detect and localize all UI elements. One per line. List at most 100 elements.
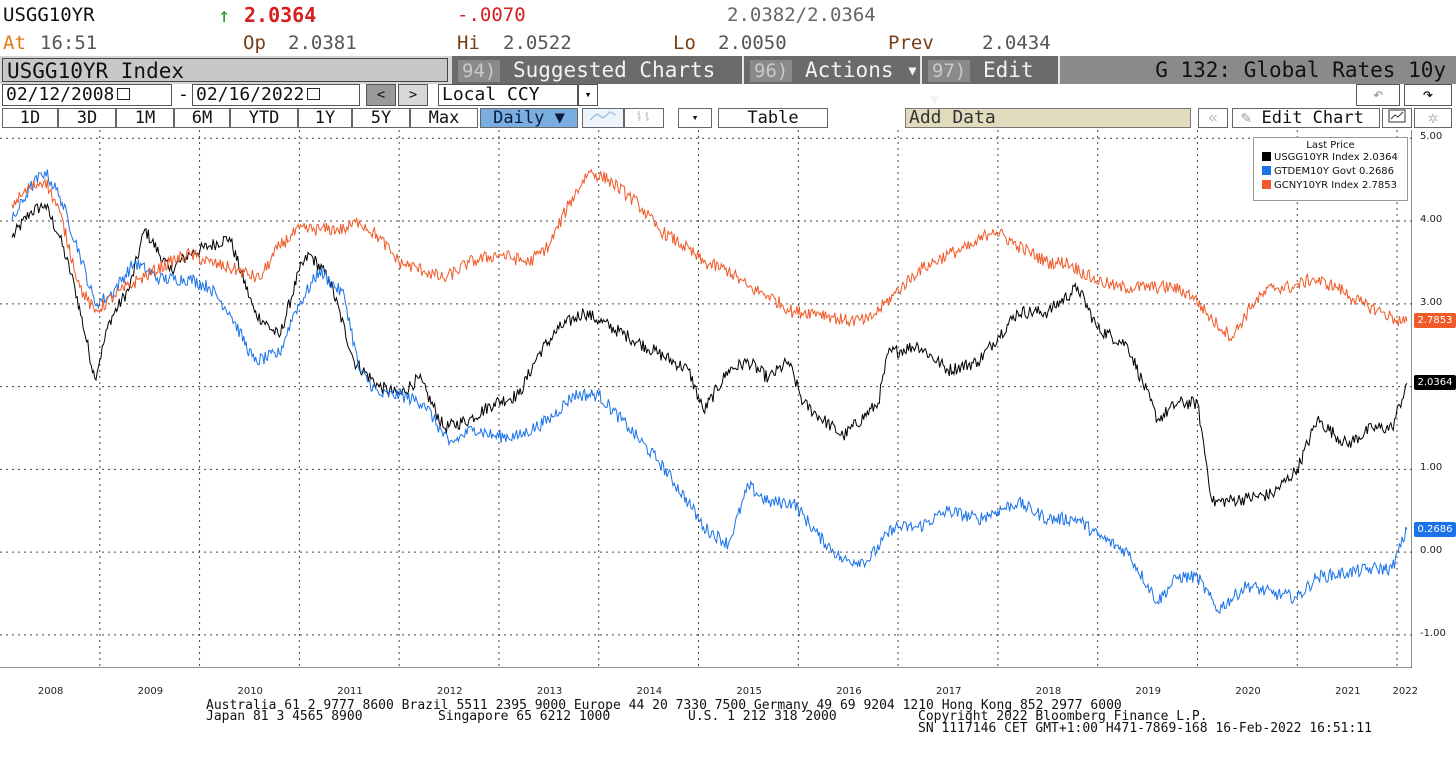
period-max[interactable]: Max	[410, 108, 478, 128]
chevron-down-icon[interactable]: ▾	[578, 84, 598, 106]
open-label: Op	[243, 32, 266, 54]
series-last-badge-us: 2.0364	[1414, 375, 1456, 391]
menu-label: Edit ▾	[928, 58, 1034, 111]
chart-type-dropdown[interactable]: ▾	[678, 108, 712, 128]
menu-label: Suggested Charts	[512, 58, 716, 82]
table-button[interactable]: Table	[718, 108, 828, 128]
legend-item: GTDEM10Y Govt 0.2686	[1254, 165, 1407, 179]
y-tick-label: 0.00	[1420, 545, 1443, 557]
menu-number: 96)	[750, 60, 793, 82]
open-value: 2.0381	[288, 32, 357, 54]
low-value: 2.0050	[718, 32, 787, 54]
end-date-text: 02/16/2022	[196, 84, 305, 105]
footer-contacts: Australia 61 2 9777 8600 Brazil 5511 239…	[206, 698, 1122, 713]
y-tick-label: 1.00	[1420, 462, 1443, 474]
edit-chart-button[interactable]: ✎ Edit Chart	[1232, 108, 1380, 128]
next-range-button[interactable]: >	[398, 84, 428, 106]
x-tick-label: 2009	[137, 686, 164, 697]
end-date-field[interactable]: 02/16/2022	[192, 84, 360, 106]
y-tick-label: 5.00	[1420, 131, 1443, 143]
x-tick-label: 2011	[337, 686, 363, 697]
legend-title: Last Price	[1306, 140, 1355, 151]
chart-legend: Last Price USGG10YR Index 2.0364 GTDEM10…	[1253, 137, 1408, 201]
gear-icon[interactable]: ✲	[1414, 108, 1452, 128]
currency-select[interactable]: Local CCY	[438, 84, 578, 106]
frequency-select[interactable]: Daily ▼	[480, 108, 578, 128]
footer-us: U.S. 1 212 318 2000	[688, 709, 837, 724]
x-tick-label: 2010	[237, 686, 263, 697]
period-1m[interactable]: 1M	[116, 108, 174, 128]
menu-number: 97)	[928, 60, 971, 82]
period-5y[interactable]: 5Y	[352, 108, 410, 128]
legend-item: GCNY10YR Index 2.7853	[1254, 179, 1407, 193]
prev-range-button[interactable]: <	[366, 84, 396, 106]
period-1y[interactable]: 1Y	[298, 108, 352, 128]
x-tick-label: 2012	[437, 686, 463, 697]
x-tick-label: 2017	[935, 686, 962, 697]
period-3d[interactable]: 3D	[58, 108, 116, 128]
x-tick-label: 2008	[37, 686, 64, 697]
at-label: At	[3, 32, 26, 54]
x-tick-label: 2013	[536, 686, 563, 697]
footer-session: SN 1117146 CET GMT+1:00 H471-7869-168 16…	[918, 721, 1372, 736]
series-last-badge-de: 0.2686	[1414, 521, 1456, 537]
y-tick-label: 3.00	[1420, 296, 1443, 308]
menu-divider	[742, 56, 744, 84]
last-price: 2.0364	[244, 3, 317, 27]
undo-button[interactable]: ↶	[1356, 84, 1400, 106]
menu-label: Actions ▾	[804, 58, 919, 82]
period-1d[interactable]: 1D	[2, 108, 58, 128]
series-line	[11, 201, 1408, 508]
x-tick-label: 2018	[1035, 686, 1062, 697]
net-change: -.0070	[457, 4, 526, 26]
calendar-icon[interactable]	[117, 88, 131, 100]
footer-japan: Japan 81 3 4565 8900	[206, 709, 363, 724]
footer-singapore: Singapore 65 6212 1000	[438, 709, 611, 724]
bar-chart-icon[interactable]	[624, 108, 664, 128]
legend-swatch	[1262, 152, 1271, 161]
security-field[interactable]: USGG10YR Index	[2, 58, 448, 83]
high-label: Hi	[457, 32, 480, 54]
start-date-field[interactable]: 02/12/2008	[2, 84, 172, 106]
suggested-charts-menu[interactable]: 94) Suggested Charts	[452, 56, 742, 84]
menu-divider	[1058, 56, 1060, 84]
y-tick-label: -1.00	[1420, 627, 1446, 639]
x-tick-label: 2021	[1335, 686, 1361, 697]
legend-label: GTDEM10Y Govt 0.2686	[1274, 166, 1395, 177]
period-6m[interactable]: 6M	[174, 108, 230, 128]
period-ytd[interactable]: YTD	[230, 108, 298, 128]
edit-chart-label: Edit Chart	[1261, 108, 1364, 128]
x-tick-label: 2014	[636, 686, 663, 697]
quote-time: 16:51	[40, 32, 98, 54]
menu-divider	[920, 56, 922, 84]
series-line	[11, 169, 1408, 615]
footer-copyright: Copyright 2022 Bloomberg Finance L.P.	[918, 709, 1208, 724]
actions-menu[interactable]: 96) Actions ▾	[744, 56, 920, 84]
edit-menu[interactable]: 97) Edit ▾	[922, 56, 1058, 111]
line-chart	[0, 130, 1412, 668]
line-chart-icon[interactable]	[582, 108, 624, 128]
y-tick-label: 4.00	[1420, 214, 1443, 226]
redo-button[interactable]: ↷	[1404, 84, 1452, 106]
prev-label: Prev	[888, 32, 934, 54]
x-tick-label: 2019	[1135, 686, 1161, 697]
add-data-input[interactable]: Add Data	[905, 108, 1191, 128]
chart-title: G 132: Global Rates 10y	[1060, 56, 1456, 84]
high-value: 2.0522	[503, 32, 572, 54]
chart-settings-icon[interactable]	[1382, 108, 1412, 128]
collapse-icon[interactable]: «	[1198, 108, 1228, 128]
pencil-icon: ✎	[1241, 108, 1252, 128]
up-arrow-icon: ↑	[218, 3, 231, 27]
start-date-text: 02/12/2008	[6, 84, 115, 105]
bid-ask: 2.0382/2.0364	[727, 4, 876, 26]
prev-value: 2.0434	[982, 32, 1051, 54]
calendar-icon[interactable]	[307, 88, 321, 100]
legend-item: USGG10YR Index 2.0364	[1254, 151, 1407, 165]
x-tick-label: 2022	[1392, 686, 1418, 697]
legend-label: USGG10YR Index 2.0364	[1274, 152, 1398, 163]
menu-number: 94)	[458, 60, 501, 82]
ticker-label: USGG10YR	[3, 4, 95, 26]
date-dash: -	[178, 84, 189, 105]
series-line	[11, 168, 1408, 343]
series-last-badge-cn: 2.7853	[1414, 313, 1456, 329]
